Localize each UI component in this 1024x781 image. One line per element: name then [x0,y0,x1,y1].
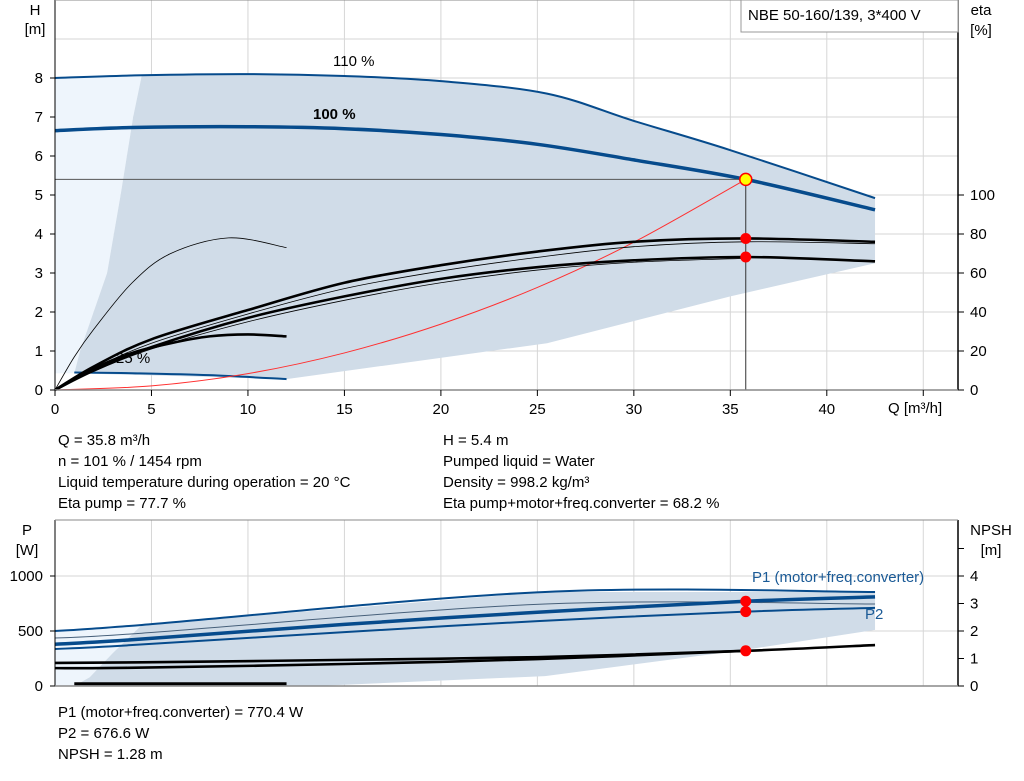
label-p1: P1 (motor+freq.converter) [752,569,924,586]
info-speed: n = 101 % / 1454 rpm [58,453,202,470]
eta-point [740,251,752,263]
h-tick-label: 5 [35,187,43,204]
npsh-tick-label: 0 [970,678,978,695]
x-tick-label: 30 [626,401,643,418]
npsh-tick-label: 1 [970,651,978,668]
x-tick-label: 5 [147,401,155,418]
x-tick-label: 20 [433,401,450,418]
curve-1-0 [54,588,876,632]
curve-0-0 [54,73,876,200]
bottom-operating-range [55,591,876,686]
p-axis-label: P [22,522,32,539]
h-axis-label: H [30,2,41,19]
curve-1-3 [54,606,876,651]
x-tick-label: 25 [529,401,546,418]
info-eta-total: Eta pump+motor+freq.converter = 68.2 % [443,495,720,512]
p-tick-label: 1000 [10,568,43,585]
info-density: Density = 998.2 kg/m³ [443,474,590,491]
operating-region [74,591,876,686]
duty-point [740,606,752,618]
duty-point [740,595,752,607]
x-tick-label: 40 [818,401,835,418]
curve-0-9 [54,333,287,392]
eta-tick-label: 0 [970,382,978,399]
info-npsh: NPSH = 1.28 m [58,746,163,763]
h-tick-label: 6 [35,148,43,165]
title-box [740,0,959,33]
eta-axis-unit: [%] [970,22,992,39]
p-tick-label: 500 [18,623,43,640]
h-tick-label: 1 [35,343,43,360]
curve-0-7 [54,257,746,391]
info-eta-pump: Eta pump = 77.7 % [58,495,186,512]
info-bottom: P1 (motor+freq.converter) = 770.4 W P2 =… [58,702,303,765]
npsh-tick-label: 4 [970,568,978,585]
title-text: NBE 50-160/139, 3*400 V [748,7,921,24]
operating-point [739,172,753,187]
axes: 0 5 10 15 20 25 30 35 40012345678020406080100050… [10,0,995,695]
curve-1-2 [54,595,876,646]
eta-tick-label: 20 [970,343,987,360]
eta-tick-label: 100 [970,187,995,204]
info-p2: P2 = 676.6 W [58,725,150,742]
x-tick-label: 35 [722,401,739,418]
label-110: 110 % [333,53,374,70]
label-p2: P2 [865,606,883,623]
info-top-left: Q = 35.8 m³/h n = 101 % / 1454 rpm Liqui… [58,430,350,514]
info-temperature: Liquid temperature during operation = 20… [58,474,351,491]
info-flow: Q = 35.8 m³/h [58,432,151,449]
x-tick-label: 15 [336,401,353,418]
npsh-tick-label: 2 [970,623,978,640]
curve-0-5 [54,241,876,391]
h-tick-label: 7 [35,109,43,126]
npsh-tick-label: 3 [970,596,978,613]
eta-axis-label: eta [971,2,993,19]
curve-0-1 [54,124,876,212]
eta-tick-label: 60 [970,265,987,282]
p-tick-label: 0 [35,678,43,695]
curve-0-2 [74,371,287,381]
x-tick-label: 10 [240,401,257,418]
h-tick-label: 4 [35,226,43,243]
info-liquid: Pumped liquid = Water [443,453,595,470]
top-curves [54,73,876,392]
eta-tick-label: 80 [970,226,987,243]
info-head: H = 5.4 m [443,432,509,449]
curve-1-5 [54,649,746,670]
info-p1: P1 (motor+freq.converter) = 770.4 W [58,704,304,721]
eta-point [740,232,752,244]
h-axis-unit: [m] [25,21,46,38]
light-region [55,75,142,374]
h-tick-label: 3 [35,265,43,282]
label-25: 25 % [116,350,150,367]
npsh-axis-label: NPSH [970,522,1012,539]
info-top-right: H = 5.4 m Pumped liquid = Water Density … [443,430,719,514]
h-tick-label: 8 [35,70,43,87]
label-100: 100 % [313,106,356,123]
h-tick-label: 0 [35,382,43,399]
h-tick-label: 2 [35,304,43,321]
top-operating-range [55,74,876,380]
curve-0-8 [54,237,287,391]
x-tick-label: 0 [51,401,59,418]
q-axis-label: Q [m³/h] [888,400,942,417]
p-axis-unit: [W] [16,542,39,559]
eta-tick-label: 40 [970,304,987,321]
duty-point [740,645,752,657]
bottom-curves [54,588,876,686]
npsh-axis-unit: [m] [981,542,1002,559]
curve-0-4 [54,237,876,392]
